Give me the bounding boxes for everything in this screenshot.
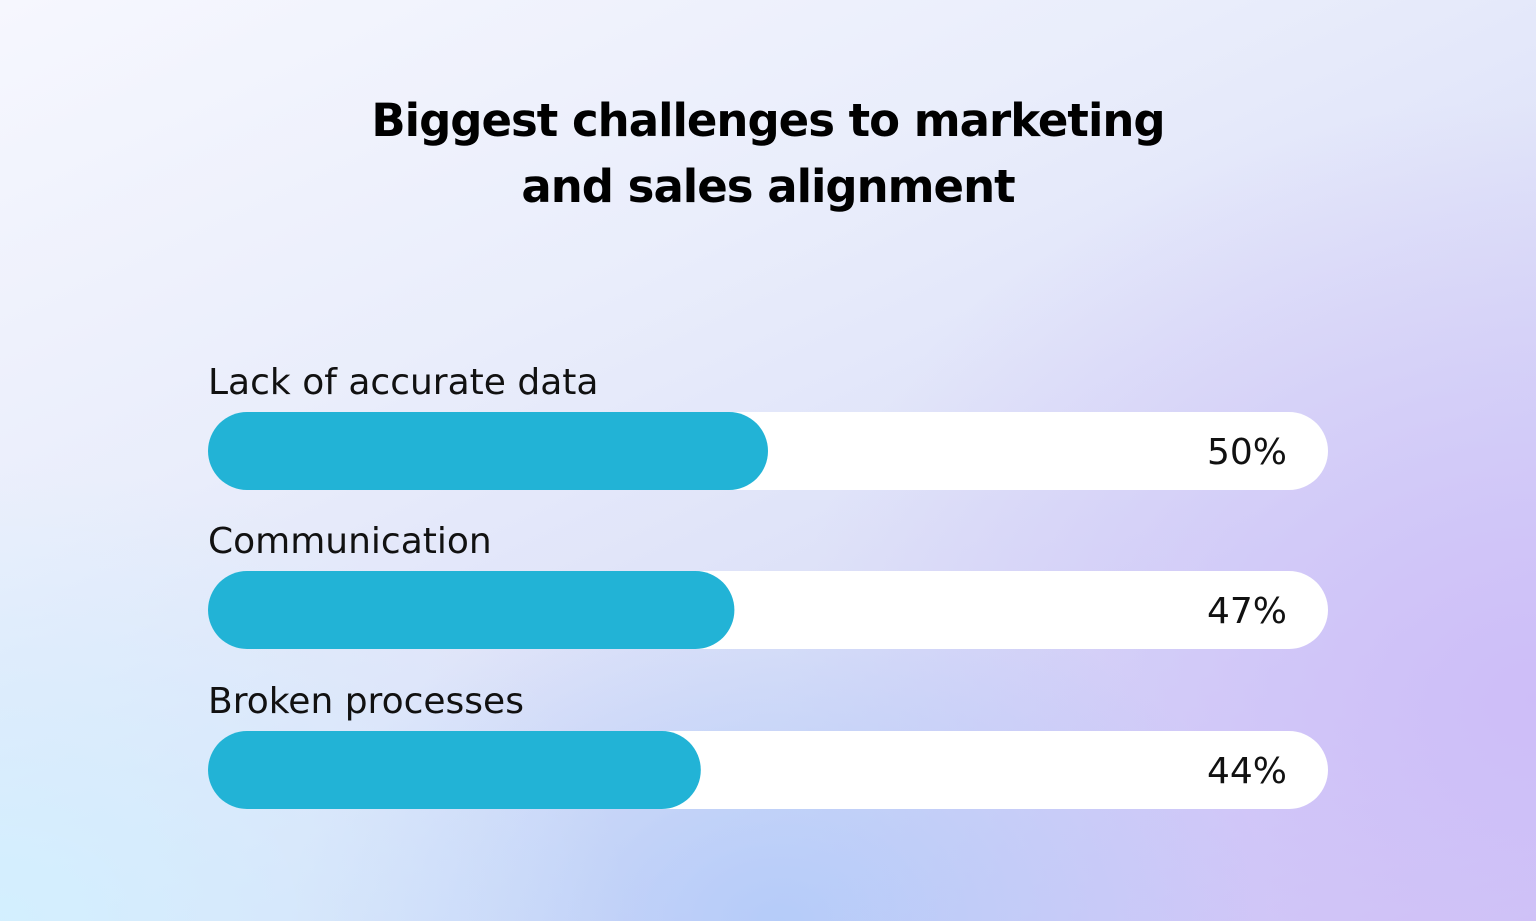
- value-label: 47%: [1207, 591, 1287, 632]
- bar-row: Lack of accurate data 50%: [208, 362, 1328, 490]
- value-label: 44%: [1207, 751, 1287, 792]
- chart-title-line-1: Biggest challenges to marketing: [371, 94, 1165, 147]
- chart-title: Biggest challenges to marketing and sale…: [0, 88, 1536, 220]
- bar-row: Broken processes 44%: [208, 681, 1328, 809]
- bar-row: Communication 47%: [208, 521, 1328, 649]
- bar: [208, 571, 735, 649]
- category-label: Lack of accurate data: [208, 362, 598, 403]
- chart-title-line-2: and sales alignment: [521, 160, 1015, 213]
- value-label: 50%: [1207, 432, 1287, 473]
- category-label: Broken processes: [208, 681, 524, 722]
- bar: [208, 412, 768, 490]
- category-label: Communication: [208, 521, 492, 562]
- bar: [208, 731, 701, 809]
